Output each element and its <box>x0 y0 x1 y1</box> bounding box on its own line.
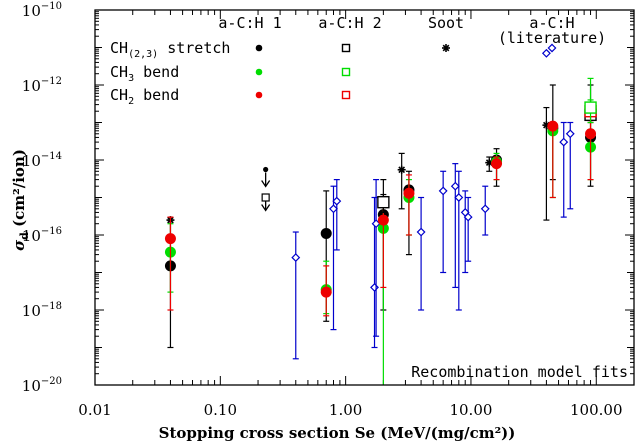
legend-row-ch3-base: CH <box>110 63 128 81</box>
data-point-square <box>584 101 597 114</box>
y-tick-label-exponent: −12 <box>41 76 62 87</box>
data-point-circle <box>377 214 389 226</box>
data-point-diamond <box>438 186 448 196</box>
data-point-diamond <box>547 43 557 53</box>
data-point-asterisk <box>397 165 406 174</box>
data-point-diamond <box>416 227 426 237</box>
legend-row-ch2-rest: bend <box>134 86 179 104</box>
y-tick-label-exponent: −20 <box>41 376 62 387</box>
legend-row-ch3-rest: bend <box>134 63 179 81</box>
data-point-square <box>341 67 351 77</box>
y-tick-label: 10−12 <box>22 76 62 95</box>
x-tick-label: 1.00 <box>329 401 362 419</box>
x-axis-label: Stopping cross section Se (MeV/(mg/cm²)) <box>159 424 516 442</box>
plot-frame <box>94 9 635 386</box>
data-point-diamond <box>370 282 379 292</box>
upper-limit-arrow <box>261 180 271 188</box>
y-tick-label-base: 10 <box>22 227 41 245</box>
data-point-square <box>341 43 351 53</box>
legend-row-ch2-sub: 2 <box>128 96 134 107</box>
legend-row-stretch: CH(2,3) stretch <box>110 39 230 60</box>
legend-row-stretch-rest: stretch <box>158 39 230 57</box>
y-tick-label-exponent: −18 <box>41 301 62 312</box>
y-axis-label: σd (cm²/ion) <box>10 149 31 251</box>
data-point-circle <box>320 227 332 239</box>
data-point-diamond <box>559 137 569 147</box>
legend-row-ch2-base: CH <box>110 86 128 104</box>
data-point-square <box>341 90 351 100</box>
upper-limit-marker <box>261 166 271 212</box>
data-point-circle <box>255 91 263 99</box>
y-tick-label-exponent: −16 <box>41 226 62 237</box>
data-point-diamond <box>480 204 490 214</box>
y-tick-label: 10−10 <box>22 1 62 20</box>
annotation-recombination: Recombination model fits <box>411 363 628 381</box>
x-tick-label: 100.00 <box>570 401 623 419</box>
y-tick-label-base: 10 <box>22 152 41 170</box>
data-point-circle <box>320 286 332 298</box>
data-point-circle <box>255 68 263 76</box>
column-header-a-c-h-1: a-C:H 1 <box>218 14 281 32</box>
y-tick-label-exponent: −10 <box>41 1 62 12</box>
data-point-asterisk <box>442 44 450 52</box>
x-tick-label: 0.10 <box>204 401 237 419</box>
data-point-circle <box>547 120 559 132</box>
data-point-diamond <box>329 204 338 214</box>
y-tick-label-base: 10 <box>22 2 41 20</box>
axis-ticks <box>94 9 635 386</box>
legend-row-stretch-base: CH <box>110 39 128 57</box>
y-tick-label: 10−20 <box>22 376 62 395</box>
y-tick-label-base: 10 <box>22 302 41 320</box>
data-point-diamond <box>463 212 473 222</box>
y-tick-label: 10−18 <box>22 301 62 320</box>
y-tick-label-exponent: −14 <box>41 151 62 162</box>
legend-row-ch2: CH2 bend <box>110 86 179 107</box>
plot-marks <box>164 48 597 385</box>
upper-limit-square <box>261 193 270 202</box>
upper-limit-arrow-lower <box>261 204 271 212</box>
y-axis-label-subscript: d <box>18 232 31 240</box>
y-tick-label-base: 10 <box>22 377 41 395</box>
column-header-a-c-h-literature: a-C:H <box>529 14 574 32</box>
data-point-diamond <box>450 181 460 191</box>
data-point-diamond <box>332 196 342 206</box>
y-tick-label-base: 10 <box>22 77 41 95</box>
legend-row-ch3-sub: 3 <box>128 73 134 84</box>
column-header-a-c-h-2: a-C:H 2 <box>318 14 381 32</box>
data-point-circle <box>585 128 597 140</box>
data-point-diamond <box>541 48 551 58</box>
axis-labels: 0.01 0.10 1.00 10.00 100.0010−1010−1210−1410… <box>22 1 623 419</box>
column-header-literature: (literature) <box>498 29 606 47</box>
data-point-diamond <box>565 129 575 139</box>
x-tick-label: 0.01 <box>78 401 111 419</box>
data-point-square <box>377 195 390 209</box>
x-tick-label: 10.00 <box>449 401 492 419</box>
data-point-diamond <box>454 193 464 202</box>
data-point-circle <box>255 44 263 52</box>
y-axis-label-units: (cm²/ion) <box>10 149 28 232</box>
legend-row-stretch-sub: (2,3) <box>128 49 158 60</box>
data-point-diamond <box>291 253 301 263</box>
data-point-circle <box>403 187 415 199</box>
column-header-soot: Soot <box>428 14 464 32</box>
legend-markers <box>255 43 557 100</box>
legend-row-ch3: CH3 bend <box>110 63 179 84</box>
y-axis-label-symbol: σ <box>10 239 28 251</box>
y-tick-label: 10−14 <box>22 151 62 170</box>
data-point-circle <box>491 158 503 170</box>
y-tick-label: 10−16 <box>22 226 62 245</box>
upper-limit-dot <box>263 166 269 173</box>
data-point-circle <box>164 233 176 245</box>
